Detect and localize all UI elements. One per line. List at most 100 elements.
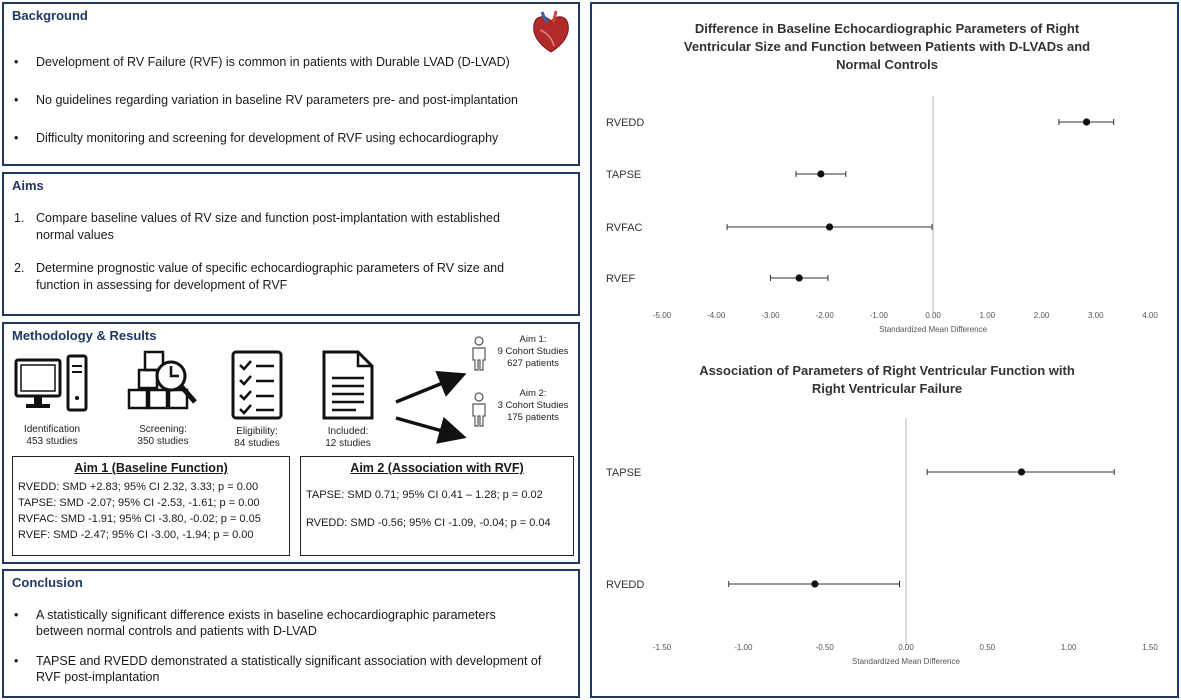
forest-plot-baseline: -5.00 -4.00 -3.00 -2.00 -1.00 0.00 1.00 2.00 3.0… [606,96,1158,334]
aim-number: 2. [14,261,25,275]
background-item: Development of RV Failure (RVF) is commo… [14,54,518,70]
outcome-aim1: Aim 1: 9 Cohort Studies 627 patients [488,334,578,370]
computer-icon [14,354,88,412]
conclusion-item: TAPSE and RVEDD demonstrated a statistic… [14,653,541,685]
result-line: TAPSE: SMD -2.07; 95% CI -2.53, -1.61; p… [18,497,260,509]
x-tick-label: -1.50 [653,643,672,652]
x-tick-label: -2.00 [816,311,835,320]
background-list: Development of RV Failure (RVF) is commo… [14,54,518,146]
x-tick-label: 4.00 [1142,311,1158,320]
outcome-label: Aim 2: [519,388,547,399]
checklist-icon [231,350,283,420]
step-count: 350 studies [137,436,189,447]
x-tick-label: -0.50 [816,643,835,652]
step-count: 84 studies [234,438,280,449]
aim-text: Determine prognostic value of specific e… [36,261,505,275]
background-item: Difficulty monitoring and screening for … [14,130,518,146]
point-estimate [1017,468,1026,476]
conclusion-text: RVF post-implantation [36,670,160,684]
step-label: Identification [23,424,81,435]
step-included: Included: 12 studies [310,348,386,450]
x-tick-label: 2.00 [1034,311,1050,320]
chart2-title-line: Association of Parameters of Right Ventr… [699,363,1075,378]
x-tick-label: -1.00 [734,643,753,652]
conclusion-item: A statistically significant difference e… [14,607,541,639]
methodology-panel: Methodology & Results Identification 453… [2,322,580,564]
x-tick-label: -4.00 [707,311,726,320]
x-tick-label: 3.00 [1088,311,1104,320]
aim-text: function in assessing for development of… [36,278,288,292]
aim1-heading: Aim 1 (Baseline Function) [74,461,228,475]
row-label: TAPSE [606,169,641,181]
x-tick-label: 1.00 [980,311,996,320]
step-screening: Screening: 350 studies [120,348,206,448]
step-label: Included: [327,426,369,437]
document-icon [322,350,374,420]
aim2-results-box: Aim 2 (Association with RVF) TAPSE: SMD … [300,456,574,556]
aim-text: Compare baseline values of RV size and f… [36,211,500,225]
step-eligibility: Eligibility: 84 studies [222,348,292,450]
point-estimate [811,580,819,588]
aim1-results-box: Aim 1 (Baseline Function) RVEDD: SMD +2.… [12,456,290,556]
person-icon [472,336,486,371]
outcome-patients: 175 patients [507,412,559,423]
person-icon [472,392,486,427]
point-estimate [817,170,825,178]
chart1-title-line: Normal Controls [836,57,938,72]
outcome-patients: 627 patients [507,358,559,369]
results-charts-panel: Difference in Baseline Echocardiographic… [590,2,1179,698]
conclusion-panel: Conclusion A statistically significant d… [2,569,580,698]
outcome-aim2: Aim 2: 3 Cohort Studies 175 patients [488,388,578,424]
conclusion-text: A statistically significant difference e… [36,608,496,622]
screening-icon [127,350,197,410]
background-panel: Background Development of RV Failure (RV… [2,2,580,166]
result-line: TAPSE: SMD 0.71; 95% CI 0.41 – 1.28; p =… [306,489,543,501]
x-tick-label: 0.50 [980,643,996,652]
background-title: Background [12,8,88,23]
chart2-title: Association of Parameters of Right Ventr… [632,362,1142,398]
conclusion-text: TAPSE and RVEDD demonstrated a statistic… [36,654,542,668]
arrow-to-aim2 [395,416,467,444]
x-tick-label: -3.00 [761,311,780,320]
aim-item: 1. Compare baseline values of RV size an… [14,210,504,244]
arrow-to-aim1 [395,370,467,404]
aims-title: Aims [12,178,44,193]
row-label: RVEDD [606,579,644,591]
aim-item: 2. Determine prognostic value of specifi… [14,260,504,294]
row-label: RVFAC [606,222,643,234]
step-count: 12 studies [325,438,371,449]
outcome-studies: 9 Cohort Studies [497,346,569,357]
x-tick-label: 1.00 [1061,643,1077,652]
methodology-title: Methodology & Results [12,328,157,343]
chart1-title-line: Ventricular Size and Function between Pa… [683,39,1091,54]
conclusion-title: Conclusion [12,575,83,590]
result-line: RVFAC: SMD -1.91; 95% CI -3.80, -0.02; p… [18,513,261,525]
x-tick-label: 0.00 [898,643,914,652]
outcome-studies: 3 Cohort Studies [497,400,569,411]
aim2-heading: Aim 2 (Association with RVF) [350,461,524,475]
forest-plot-association: -1.50 -1.00 -0.50 0.00 0.50 1.00 1.50 Standardi… [606,418,1158,666]
step-count: 453 studies [26,436,78,447]
step-identification: Identification 453 studies [10,352,94,448]
aims-panel: Aims 1. Compare baseline values of RV si… [2,172,580,316]
aim-text: normal values [36,228,114,242]
point-estimate [825,223,834,231]
conclusion-text: between normal controls and patients wit… [36,624,317,638]
result-line: RVEDD: SMD -0.56; 95% CI -1.09, -0.04; p… [306,517,551,529]
result-line: RVEDD: SMD +2.83; 95% CI 2.32, 3.33; p =… [18,481,259,493]
background-item: No guidelines regarding variation in bas… [14,92,518,108]
flow-arrows [395,370,467,444]
chart1-title: Difference in Baseline Echocardiographic… [632,20,1142,74]
x-tick-label: -5.00 [653,311,672,320]
conclusion-list: A statistically significant difference e… [14,607,541,685]
x-axis-label: Standardized Mean Difference [852,657,960,666]
row-label: TAPSE [606,467,641,479]
x-axis-label: Standardized Mean Difference [879,325,987,334]
chart2-title-line: Right Ventricular Failure [811,381,963,396]
point-estimate [795,274,803,282]
x-tick-label: -1.00 [870,311,889,320]
chart1-title-line: Difference in Baseline Echocardiographic… [694,21,1080,36]
row-label: RVEF [606,273,635,285]
step-label: Screening: [139,424,187,435]
aims-list: 1. Compare baseline values of RV size an… [14,210,504,294]
